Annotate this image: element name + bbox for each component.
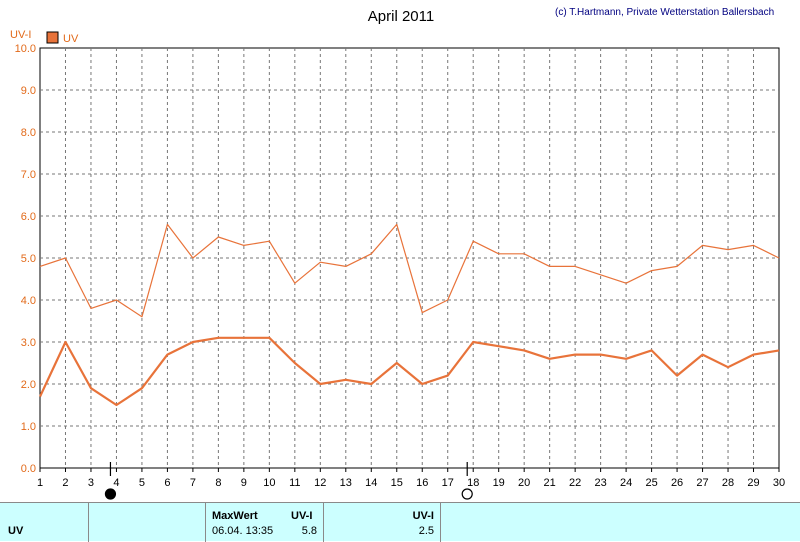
footer-max-time: 06.04. 13:35 [212, 525, 274, 537]
x-tick-label: 30 [773, 477, 785, 489]
footer-max-label: MaxWert [212, 510, 258, 522]
footer-table: UV MaxWert UV-I 06.04. 13:35 5.8 UV-I 2.… [0, 502, 800, 542]
y-tick-label: 3.0 [21, 337, 36, 349]
x-tick-label: 22 [569, 477, 581, 489]
x-tick-label: 25 [645, 477, 657, 489]
x-tick-label: 15 [391, 477, 403, 489]
x-tick-label: 18 [467, 477, 479, 489]
series-line-mean [39, 336, 780, 407]
x-tick-label: 11 [289, 477, 300, 489]
x-tick-label: 3 [88, 477, 94, 489]
x-tick-label: 23 [594, 477, 606, 489]
x-tick-label: 21 [544, 477, 556, 489]
x-tick-label: 6 [164, 477, 170, 489]
y-tick-label: 2.0 [21, 379, 36, 391]
x-tick-label: 9 [241, 477, 247, 489]
footer-max-unit: UV-I [291, 510, 313, 522]
grid [39, 47, 780, 469]
x-tick-label: 12 [314, 477, 326, 489]
footer-max-value: 5.8 [301, 525, 317, 537]
copyright-text: (c) T.Hartmann, Private Wetterstation Ba… [555, 7, 774, 18]
y-tick-label: 0.0 [21, 463, 36, 475]
series-line-max [39, 223, 780, 318]
x-tick-label: 24 [620, 477, 632, 489]
series-lines [39, 223, 780, 407]
x-tick-label: 20 [518, 477, 530, 489]
footer-avg-unit: UV-I [412, 510, 434, 522]
x-tick-label: 4 [113, 477, 119, 489]
x-tick-label: 28 [722, 477, 734, 489]
legend-label: UV [63, 33, 79, 45]
x-ticks: 1 2 3 4 5 6 7 8 9 10 11 12 13 14 15 16 17 18 19 20 21 22 23 24 2… [37, 468, 785, 489]
x-tick-label: 27 [696, 477, 708, 489]
y-tick-label: 4.0 [21, 295, 36, 307]
x-tick-label: 13 [340, 477, 352, 489]
uv-chart: April 2011 (c) T.Hartmann, Private Wette… [10, 7, 785, 500]
footer-series-name: UV [8, 525, 24, 537]
x-tick-label: 16 [416, 477, 428, 489]
x-tick-label: 5 [139, 477, 145, 489]
x-tick-label: 2 [62, 477, 68, 489]
x-tick-label: 10 [263, 477, 275, 489]
y-ticks: 0.0 1.0 2.0 3.0 4.0 5.0 6.0 7.0 8.0 9.0 10.0 [15, 43, 36, 475]
footer-cell-avg: UV-I 2.5 [324, 503, 441, 542]
y-tick-label: 9.0 [21, 85, 36, 97]
x-tick-label: 14 [365, 477, 377, 489]
x-tick-label: 1 [37, 477, 43, 489]
x-tick-label: 26 [671, 477, 683, 489]
y-tick-label: 8.0 [21, 127, 36, 139]
footer-avg-value: 2.5 [418, 525, 434, 537]
y-tick-label: 5.0 [21, 253, 36, 265]
footer-cell-empty [89, 503, 206, 542]
y-tick-label: 10.0 [15, 43, 36, 55]
footer-cell-series: UV [0, 503, 89, 542]
y-tick-label: 6.0 [21, 211, 36, 223]
chart-title: April 2011 [368, 8, 434, 25]
legend-swatch [46, 31, 59, 44]
full-moon-icon [461, 488, 473, 500]
y-tick-label: 7.0 [21, 169, 36, 181]
footer-cell-max: MaxWert UV-I 06.04. 13:35 5.8 [206, 503, 324, 542]
x-tick-label: 19 [493, 477, 505, 489]
x-tick-label: 8 [215, 477, 221, 489]
y-tick-label: 1.0 [21, 421, 36, 433]
new-moon-icon [104, 488, 117, 500]
x-tick-label: 29 [747, 477, 759, 489]
x-tick-label: 7 [190, 477, 196, 489]
y-axis-label: UV-I [10, 29, 31, 41]
x-tick-label: 17 [442, 477, 454, 489]
moon-markers [104, 462, 473, 500]
